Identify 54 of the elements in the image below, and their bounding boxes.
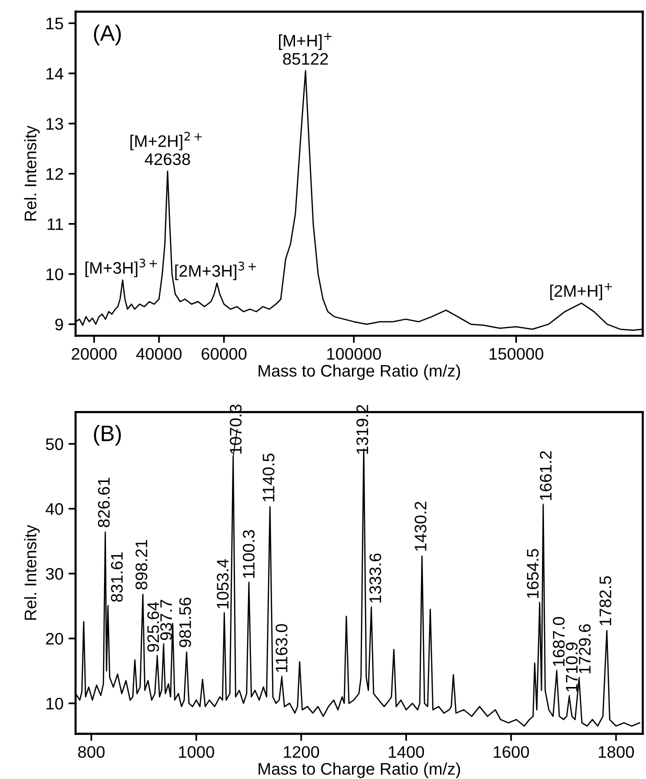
y-tick-label: 30	[46, 568, 64, 580]
annotation: 925.64	[147, 602, 160, 652]
y-tick-label: 10	[46, 698, 64, 710]
annotation: [2M+H]$^{+}$	[550, 283, 612, 300]
x-tick-label: 800	[78, 746, 105, 758]
annotation: 1053.4	[216, 559, 229, 608]
x-axis-title: Mass to Charge Ratio (m/z)	[258, 364, 460, 380]
annotation: 1140.5	[262, 454, 274, 502]
x-tick-label: 40000	[136, 348, 182, 360]
y-tick-label: 50	[46, 438, 64, 450]
annotation: [M+3H]$^{3+}$	[86, 258, 157, 278]
y-tick-label: 20	[46, 632, 64, 645]
annotation: 937.7	[160, 600, 172, 640]
x-tick-label: 1000	[178, 746, 214, 758]
y-tick-label: 10	[46, 268, 64, 280]
annotation: [2M+3H]$^{3+}$	[175, 262, 256, 280]
annotation: 1654.5	[526, 548, 539, 598]
y-tick-label: 13	[46, 118, 64, 130]
x-tick-label: 20000	[72, 348, 117, 360]
annotation: [M+2H]$^{2+}$ 42638	[130, 132, 202, 166]
x-tick-label: 60000	[202, 348, 246, 360]
annotation: 831.61	[110, 552, 123, 602]
annotation: 1729.6	[578, 624, 591, 674]
annotation: 1070.3	[230, 404, 242, 454]
x-tick-label: 1800	[598, 746, 634, 758]
y-axis-title: Rel. Intensity	[24, 524, 40, 620]
x-tick-label: 1200	[284, 746, 320, 758]
annotation: 1687.0	[552, 617, 565, 666]
x-tick-label: 1600	[494, 746, 529, 758]
y-tick-label: 40	[46, 503, 64, 515]
x-tick-label: 100000	[327, 348, 381, 360]
annotation: [M+H]$^{+}$ 85122	[279, 32, 332, 65]
x-tick-label: 1400	[388, 746, 424, 758]
annotation: 981.56	[179, 598, 192, 648]
y-tick-label: 9	[55, 318, 63, 330]
annotation: 898.21	[136, 540, 148, 590]
annotation: 826.61	[98, 478, 110, 528]
annotation: 1661.2	[540, 451, 552, 500]
annotation: 1782.5	[600, 576, 612, 626]
y-tick-label: 15	[46, 18, 64, 30]
annotation: 1163.0	[276, 624, 288, 672]
x-axis-title: Mass to Charge Ratio (m/z)	[258, 762, 460, 778]
annotation: 1333.6	[369, 554, 382, 603]
annotation: 1319.2	[356, 404, 368, 454]
y-tick-label: 12	[46, 168, 63, 180]
annotation: 1100.3	[242, 530, 255, 578]
annotation: (A)	[94, 24, 121, 46]
annotation: 1430.2	[414, 502, 426, 551]
y-tick-label: 11	[48, 218, 63, 230]
annotation: 1710.9	[566, 642, 578, 692]
x-tick-label: 150000	[490, 348, 544, 360]
y-axis-title: Rel. Intensity	[24, 126, 40, 221]
annotation: (B)	[94, 424, 121, 446]
y-tick-label: 14	[46, 68, 64, 80]
